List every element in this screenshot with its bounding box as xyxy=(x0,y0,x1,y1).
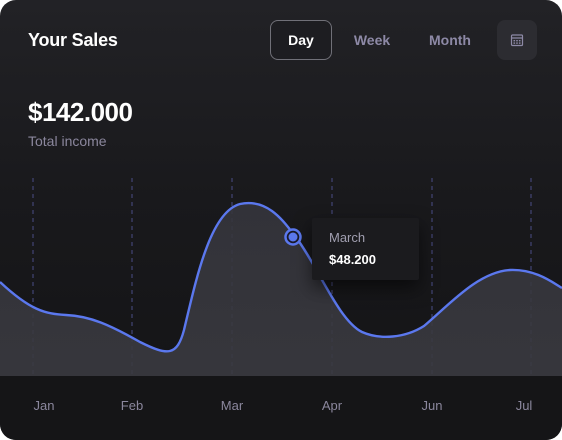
tab-day[interactable]: Day xyxy=(270,20,332,60)
sales-line xyxy=(0,201,562,353)
x-tick-apr: Apr xyxy=(321,398,343,413)
x-tick-jun: Jun xyxy=(421,398,443,413)
tooltip-value: $48.200 xyxy=(329,252,376,267)
tooltip-label: March xyxy=(329,230,366,245)
x-tick-jan: Jan xyxy=(33,398,55,413)
x-tick-jul: Jul xyxy=(515,398,533,413)
chart-tooltip: March $48.200 xyxy=(312,218,419,280)
x-tick-feb: Feb xyxy=(120,398,144,413)
tab-month[interactable]: Month xyxy=(429,32,471,48)
calendar-icon xyxy=(510,34,524,47)
x-tick-mar: Mar xyxy=(220,398,244,413)
sales-area-chart xyxy=(0,178,562,376)
total-amount: $142.000 xyxy=(28,97,133,127)
x-axis xyxy=(0,376,562,440)
calendar-button[interactable] xyxy=(497,20,537,60)
card-title: Your Sales xyxy=(28,30,118,50)
highlight-point-core xyxy=(288,232,298,242)
sales-area xyxy=(0,203,562,376)
tab-week[interactable]: Week xyxy=(353,32,391,48)
total-income-label: Total income xyxy=(28,133,107,149)
